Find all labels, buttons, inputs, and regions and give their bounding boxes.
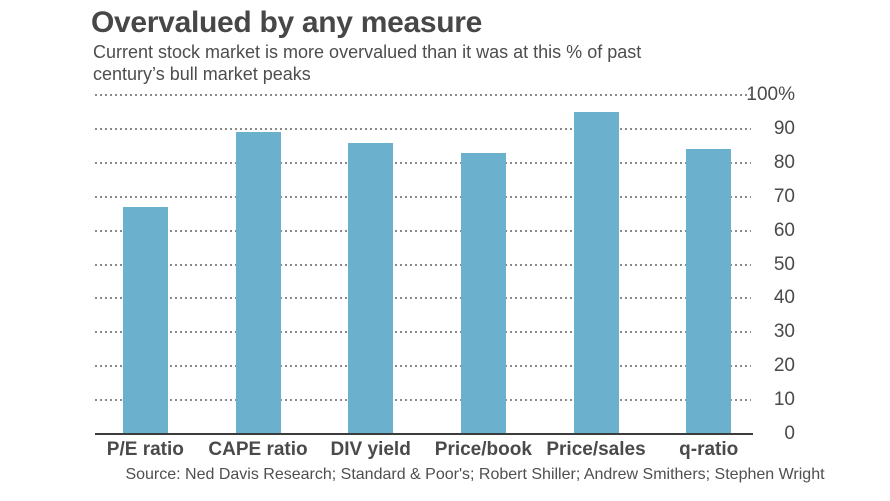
chart-title: Overvalued by any measure	[91, 6, 483, 39]
bar-price-sales	[573, 111, 619, 434]
gridline-10	[95, 399, 751, 402]
bar-column-price-sales	[540, 95, 653, 434]
gridline-90	[95, 127, 751, 130]
chart-subtitle-line2: century’s bull market peaks	[93, 64, 311, 84]
y-tick-label-90: 90	[773, 117, 795, 139]
source-note: Source: Ned Davis Research; Standard & P…	[125, 466, 825, 483]
x-label-div-yield: DIV yield	[330, 439, 411, 460]
y-tick-label-100: 100%	[746, 84, 795, 105]
bar-column-price-book	[427, 95, 540, 434]
plot-area	[95, 94, 751, 434]
y-tick-label-80: 80	[773, 151, 795, 173]
x-label-price-book: Price/book	[434, 439, 532, 460]
y-tick-label-0: 0	[784, 423, 795, 444]
y-axis-labels: 100% 90 80 70 60 50 40 30 20 10 0	[705, 84, 795, 444]
y-tick-label-30: 30	[773, 321, 795, 343]
chart-subtitle-line1: Current stock market is more overvalued …	[93, 42, 642, 62]
bar-price-book	[460, 152, 506, 434]
bar-column-cape-ratio	[202, 95, 315, 434]
bar-cape-ratio	[235, 132, 281, 434]
bar-p-e-ratio	[122, 206, 168, 434]
gridline-50	[95, 263, 751, 266]
gridline-60	[95, 229, 751, 232]
gridline-80	[95, 161, 751, 164]
bar-div-yield	[348, 142, 394, 434]
gridline-100	[95, 94, 751, 96]
y-tick-label-10: 10	[773, 389, 795, 411]
y-tick-label-70: 70	[773, 185, 795, 207]
bar-series	[89, 95, 765, 434]
bar-column-div-yield	[314, 95, 427, 434]
gridline-40	[95, 297, 751, 300]
y-tick-label-40: 40	[773, 287, 795, 309]
y-tick-label-20: 20	[773, 355, 795, 377]
bar-column-q-ratio	[652, 95, 765, 434]
x-label-q-ratio: q-ratio	[679, 439, 739, 460]
y-tick-label-50: 50	[773, 253, 795, 275]
gridline-30	[95, 331, 751, 334]
gridline-20	[95, 365, 751, 368]
x-label-cape-ratio: CAPE ratio	[208, 439, 308, 460]
x-axis-labels: P/E ratio CAPE ratio DIV yield Price/book Pr…	[89, 439, 765, 461]
bar-q-ratio	[686, 149, 732, 434]
y-tick-label-60: 60	[773, 219, 795, 241]
chart-subtitle: Current stock market is more overvalued …	[93, 41, 641, 85]
x-label-price-sales: Price/sales	[546, 439, 646, 460]
bar-column-p-e-ratio	[89, 95, 202, 434]
x-axis-line	[95, 433, 753, 435]
gridline-70	[95, 195, 751, 198]
x-label-p-e-ratio: P/E ratio	[106, 439, 184, 460]
